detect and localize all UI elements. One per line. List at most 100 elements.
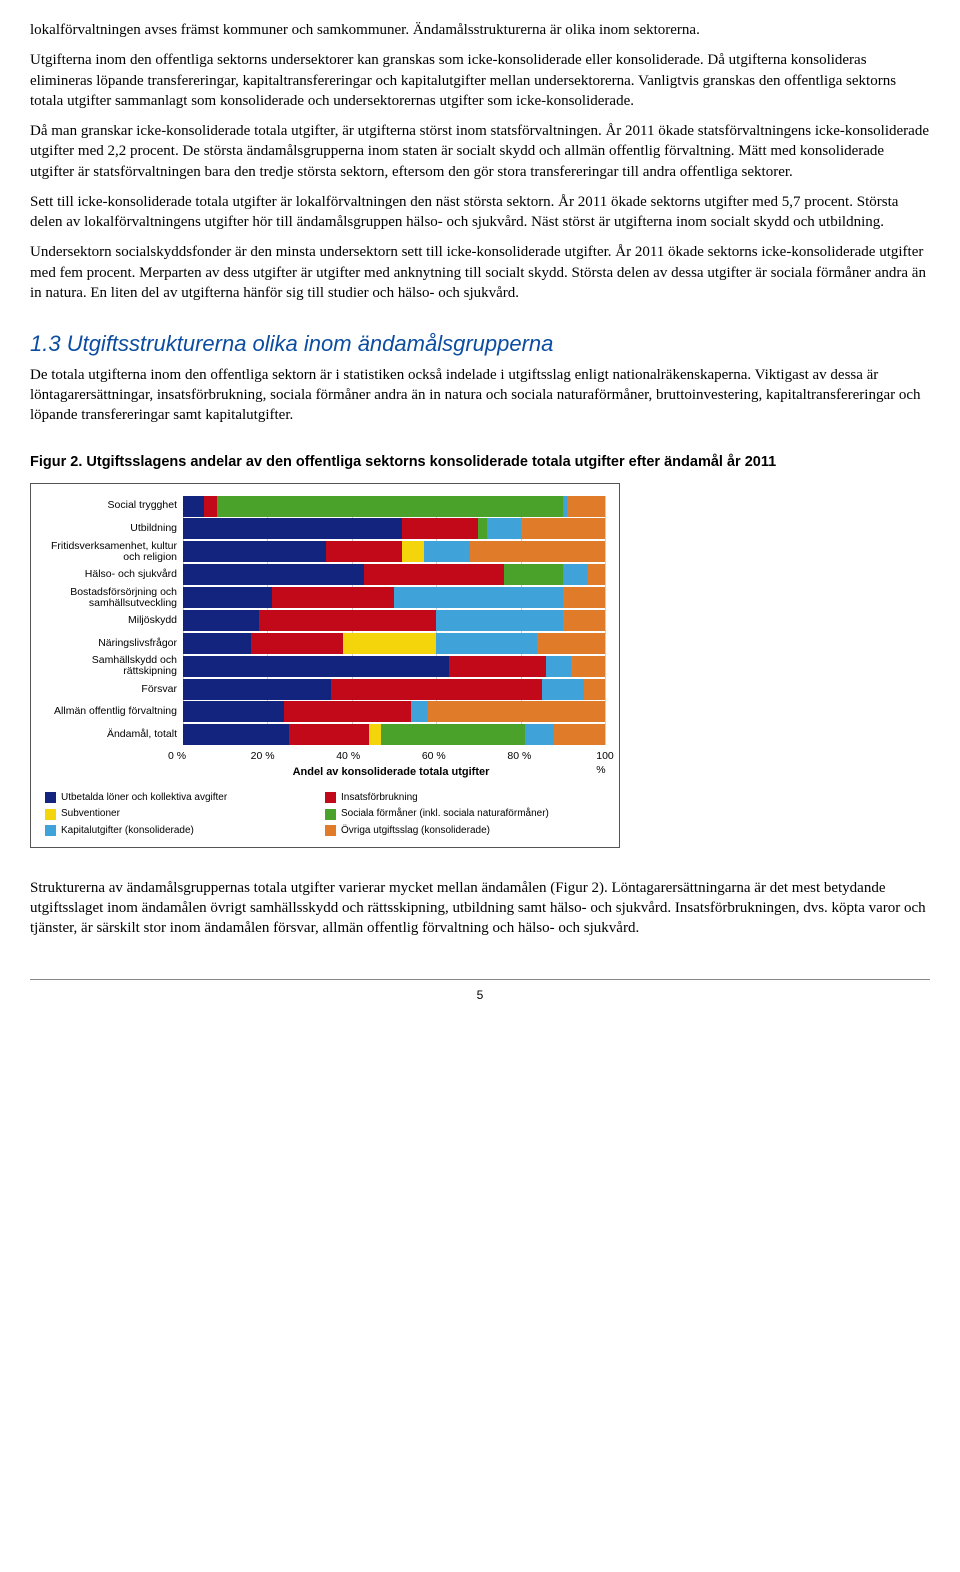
- chart-category-row: Hälso- och sjukvård: [45, 564, 605, 585]
- bar-segment: [563, 587, 605, 608]
- chart-category-row: Allmän offentlig förvaltning: [45, 701, 605, 722]
- bar-segment: [289, 724, 369, 745]
- page-number: 5: [30, 987, 930, 1003]
- legend-swatch: [45, 825, 56, 836]
- chart-category-row: Bostadsförsörjning och samhällsutvecklin…: [45, 587, 605, 609]
- bar-segment: [326, 541, 402, 562]
- bar-track: [183, 656, 605, 677]
- bar-segment: [204, 496, 217, 517]
- bar-segment: [183, 587, 272, 608]
- bar-segment: [588, 564, 605, 585]
- body-paragraph: Sett till icke-konsoliderade totala utgi…: [30, 192, 930, 233]
- x-tick-label: 80 %: [507, 749, 531, 763]
- bar-segment: [217, 496, 563, 517]
- category-label: Näringslivsfrågor: [45, 638, 183, 649]
- chart-category-row: Försvar: [45, 679, 605, 700]
- bar-segment: [478, 518, 486, 539]
- bar-segment: [424, 541, 470, 562]
- bar-track: [183, 518, 605, 539]
- legend-label: Insatsförbrukning: [341, 791, 418, 805]
- footer-divider: [30, 979, 930, 980]
- bar-track: [183, 633, 605, 654]
- bar-segment: [369, 724, 382, 745]
- figure-2-chart: Social trygghet Utbildning Fritidsverksame…: [30, 483, 620, 848]
- legend-item: Sociala förmåner (inkl. sociala naturafö…: [325, 807, 605, 821]
- bar-segment: [537, 633, 605, 654]
- bar-segment: [183, 701, 284, 722]
- bar-segment: [436, 633, 537, 654]
- bar-segment: [381, 724, 524, 745]
- bar-segment: [251, 633, 344, 654]
- bar-segment: [402, 541, 423, 562]
- bar-segment: [411, 701, 428, 722]
- bar-segment: [563, 610, 605, 631]
- bar-segment: [183, 518, 402, 539]
- bar-segment: [183, 564, 364, 585]
- bar-segment: [183, 679, 331, 700]
- bar-segment: [183, 610, 259, 631]
- body-paragraph: Då man granskar icke-konsoliderade total…: [30, 121, 930, 182]
- bar-segment: [567, 496, 605, 517]
- bar-segment: [183, 656, 449, 677]
- legend-label: Sociala förmåner (inkl. sociala naturafö…: [341, 807, 549, 821]
- category-label: Hälso- och sjukvård: [45, 569, 183, 580]
- category-label: Utbildning: [45, 523, 183, 534]
- legend-label: Subventioner: [61, 807, 120, 821]
- body-paragraph: Strukturerna av ändamålsgruppernas total…: [30, 878, 930, 939]
- bar-segment: [183, 724, 289, 745]
- bar-segment: [183, 633, 251, 654]
- legend-item: Övriga utgiftsslag (konsoliderade): [325, 824, 605, 838]
- legend-label: Utbetalda löner och kollektiva avgifter: [61, 791, 227, 805]
- x-tick-label: 20 %: [251, 749, 275, 763]
- bar-track: [183, 564, 605, 585]
- bar-segment: [470, 541, 605, 562]
- bar-segment: [402, 518, 478, 539]
- x-tick-label: 60 %: [422, 749, 446, 763]
- bar-track: [183, 496, 605, 517]
- bar-segment: [331, 679, 542, 700]
- chart-category-row: Samhällskydd och rättskipning: [45, 655, 605, 677]
- legend-item: Subventioner: [45, 807, 325, 821]
- bar-segment: [504, 564, 563, 585]
- bar-segment: [343, 633, 436, 654]
- legend-label: Övriga utgiftsslag (konsoliderade): [341, 824, 490, 838]
- x-tick-label: 0 %: [168, 749, 186, 763]
- section-heading: 1.3 Utgiftsstrukturerna olika inom ändam…: [30, 329, 930, 359]
- category-label: Miljöskydd: [45, 615, 183, 626]
- bar-segment: [521, 518, 605, 539]
- figure-title: Figur 2. Utgiftsslagens andelar av den o…: [30, 453, 930, 473]
- chart-category-row: Utbildning: [45, 518, 605, 539]
- body-paragraph: Utgifterna inom den offentliga sektorns …: [30, 50, 930, 111]
- bar-track: [183, 610, 605, 631]
- bar-track: [183, 724, 605, 745]
- legend-swatch: [45, 792, 56, 803]
- category-label: Samhällskydd och rättskipning: [45, 655, 183, 677]
- legend-item: Insatsförbrukning: [325, 791, 605, 805]
- chart-category-row: Ändamål, totalt: [45, 724, 605, 745]
- category-label: Social trygghet: [45, 500, 183, 511]
- legend-label: Kapitalutgifter (konsoliderade): [61, 824, 194, 838]
- body-paragraph: De totala utgifterna inom den offentliga…: [30, 365, 930, 426]
- bar-segment: [183, 496, 204, 517]
- bar-segment: [428, 701, 605, 722]
- bar-segment: [554, 724, 605, 745]
- legend-item: Kapitalutgifter (konsoliderade): [45, 824, 325, 838]
- category-label: Fritidsverksamenhet, kultur och religion: [45, 541, 183, 563]
- x-tick-label: 100 %: [596, 749, 614, 777]
- category-label: Ändamål, totalt: [45, 729, 183, 740]
- category-label: Allmän offentlig förvaltning: [45, 706, 183, 717]
- bar-segment: [183, 541, 326, 562]
- bar-segment: [487, 518, 521, 539]
- bar-segment: [546, 656, 571, 677]
- bar-segment: [272, 587, 394, 608]
- x-axis-title: Andel av konsoliderade totala utgifter: [177, 765, 605, 780]
- bar-segment: [571, 656, 605, 677]
- chart-category-row: Social trygghet: [45, 496, 605, 517]
- bar-segment: [436, 610, 563, 631]
- bar-track: [183, 587, 605, 608]
- legend-swatch: [325, 825, 336, 836]
- bar-segment: [525, 724, 555, 745]
- legend-swatch: [45, 809, 56, 820]
- chart-category-row: Näringslivsfrågor: [45, 633, 605, 654]
- legend-swatch: [325, 792, 336, 803]
